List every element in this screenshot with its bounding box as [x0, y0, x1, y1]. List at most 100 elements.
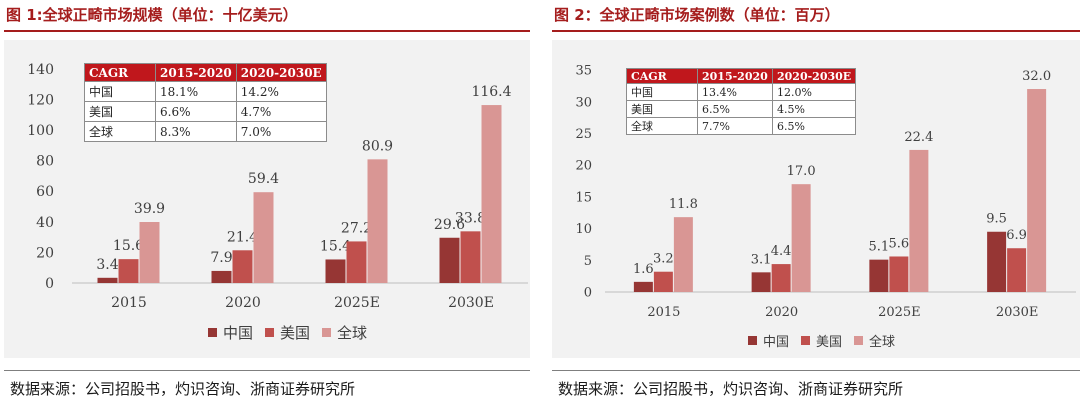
cagr-table-header-row: CAGR 2015-2020 2020-2030E	[84, 63, 327, 82]
legend-label: 中国	[763, 335, 790, 350]
legend-label: 全球	[337, 324, 368, 342]
table-cell: 美国	[626, 100, 698, 118]
data-label: 6.9	[1006, 228, 1027, 243]
data-label: 27.2	[341, 220, 372, 236]
legend-label: 美国	[280, 324, 311, 342]
x-tick-label: 2030E	[448, 295, 494, 311]
cagr-table: CAGR 2015-2020 2020-2030E 中国 18.1% 14.2%…	[84, 63, 327, 142]
legend-swatch-china	[208, 328, 217, 337]
title-divider	[4, 30, 530, 32]
data-label: 22.4	[904, 130, 933, 145]
x-tick-label: 2030E	[996, 305, 1039, 320]
cagr-table: CAGR 2015-2020 2020-2030E 中国 13.4% 12.0%…	[626, 68, 857, 135]
cagr-header-cell: 2015-2020	[697, 68, 773, 84]
data-label: 4.4	[771, 244, 792, 259]
y-tick-label: 120	[27, 92, 54, 108]
y-tick-label: 100	[27, 123, 54, 139]
data-label: 11.8	[669, 197, 698, 212]
bar-global	[481, 105, 502, 284]
x-tick-label: 2020	[225, 295, 261, 311]
table-cell: 14.2%	[235, 81, 327, 102]
table-row: 中国 18.1% 14.2%	[84, 81, 327, 102]
table-cell: 中国	[626, 83, 698, 101]
table-row: 全球 8.3% 7.0%	[84, 121, 327, 142]
bar-usa	[232, 250, 253, 283]
y-tick-label: 10	[575, 222, 592, 237]
title-divider	[552, 30, 1080, 32]
legend-item-global: 全球	[322, 322, 367, 343]
data-label: 32.0	[1022, 69, 1051, 84]
bar-usa	[889, 256, 909, 292]
data-label: 116.4	[471, 84, 511, 100]
table-cell: 全球	[626, 117, 698, 135]
data-label: 39.9	[134, 201, 165, 217]
table-cell: 7.0%	[235, 121, 327, 142]
legend-swatch-usa	[265, 328, 275, 337]
y-tick-label: 0	[45, 276, 54, 292]
y-tick-label: 140	[27, 62, 54, 78]
table-cell: 全球	[84, 121, 156, 142]
bar-global	[253, 192, 274, 283]
y-tick-label: 15	[575, 190, 592, 205]
data-label: 21.4	[227, 229, 258, 245]
table-row: 美国 6.6% 4.7%	[84, 101, 327, 122]
y-tick-label: 40	[36, 215, 54, 231]
legend-item-global: 全球	[854, 331, 895, 350]
bar-china	[751, 272, 771, 292]
legend-swatch-china	[748, 336, 757, 345]
cagr-header-cell: 2020-2030E	[771, 68, 857, 84]
data-label: 9.5	[986, 212, 1007, 227]
bar-global	[139, 222, 160, 283]
source-note: 数据来源：公司招股书，灼识咨询、浙商证券研究所	[558, 380, 904, 398]
data-label: 3.4	[96, 257, 118, 273]
bar-china	[633, 281, 653, 292]
table-cell: 美国	[84, 101, 156, 122]
bar-global	[367, 159, 388, 283]
bar-global	[673, 217, 693, 292]
source-divider	[4, 370, 530, 371]
y-tick-label: 5	[584, 254, 592, 269]
data-label: 15.6	[113, 238, 144, 254]
x-tick-label: 2025E	[334, 295, 380, 311]
legend-label: 美国	[816, 335, 843, 350]
y-tick-label: 20	[575, 159, 592, 174]
bar-global	[909, 149, 929, 292]
legend-swatch-global	[854, 336, 864, 345]
data-label: 17.0	[787, 164, 816, 179]
chart-legend: 中国 美国 全球	[208, 322, 367, 343]
table-cell: 7.7%	[697, 117, 773, 135]
table-cell: 6.5%	[697, 100, 773, 118]
bar-global	[1027, 89, 1047, 293]
legend-label: 全球	[869, 335, 896, 350]
bar-usa	[1007, 248, 1027, 292]
table-cell: 中国	[84, 81, 156, 102]
legend-item-china: 中国	[748, 331, 789, 350]
legend-item-usa: 美国	[265, 322, 310, 343]
table-cell: 13.4%	[697, 83, 773, 101]
cagr-table-header-row: CAGR 2015-2020 2020-2030E	[626, 68, 857, 84]
table-cell: 6.6%	[155, 101, 237, 122]
bar-usa	[460, 231, 481, 283]
bar-china	[325, 259, 346, 283]
table-row: 全球 7.7% 6.5%	[626, 117, 857, 135]
x-tick-label: 2015	[647, 305, 680, 320]
source-divider	[552, 370, 1080, 371]
legend-swatch-global	[322, 328, 332, 337]
data-label: 80.9	[362, 138, 393, 154]
table-cell: 4.7%	[235, 101, 327, 122]
data-label: 59.4	[248, 171, 279, 187]
cagr-header-cell: 2020-2030E	[235, 63, 327, 82]
data-label: 29.6	[434, 217, 465, 233]
bar-usa	[653, 271, 673, 292]
bar-china	[987, 231, 1007, 292]
x-tick-label: 2020	[765, 305, 798, 320]
bar-usa	[118, 259, 139, 283]
y-tick-label: 60	[36, 184, 54, 200]
cagr-header-cell: 2015-2020	[155, 63, 237, 82]
legend-item-usa: 美国	[801, 331, 842, 350]
figure-title: 图 2：全球正畸市场案例数（单位：百万）	[554, 6, 840, 24]
table-cell: 6.5%	[771, 117, 857, 135]
y-tick-label: 30	[575, 95, 592, 110]
market-size-bar-chart: 0 20 40 60 80 100 120 140 3.4 15.6 39.9 2015 7.9 21.4…	[27, 62, 528, 311]
table-row: 中国 13.4% 12.0%	[626, 83, 857, 101]
